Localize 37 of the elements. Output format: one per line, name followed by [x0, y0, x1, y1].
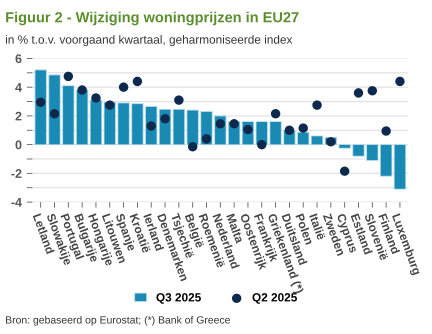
y-tick-label: 0 [16, 140, 22, 150]
point [77, 85, 87, 95]
point [354, 88, 364, 98]
legend-label: Q3 2025 [156, 293, 201, 304]
x-tick-label: Italië [309, 213, 326, 240]
point [395, 76, 405, 86]
point [229, 119, 239, 129]
point [340, 166, 350, 176]
y-tick-label: 2 [15, 112, 22, 120]
point [312, 100, 322, 110]
point [132, 76, 142, 86]
point [298, 123, 308, 133]
point [64, 72, 74, 82]
point [105, 100, 115, 110]
y-tick-label: 6 [15, 54, 22, 64]
point [188, 142, 198, 152]
point [270, 109, 280, 118]
point [118, 82, 128, 92]
legend-label: Q2 2025 [252, 293, 297, 304]
point [160, 114, 170, 124]
chart-title: Figuur 2 - Wijziging woningprijzen in EU27 [6, 12, 299, 26]
point [216, 119, 226, 129]
point [174, 95, 184, 105]
text: Bron: gebaseerd op Eurostat; (*) Bank of Greece [6, 316, 230, 326]
bar [394, 144, 406, 190]
y-tick-label: -2 [11, 169, 22, 178]
point [368, 86, 378, 96]
point [91, 93, 101, 103]
point [202, 134, 212, 144]
point [284, 126, 294, 136]
chart-subtitle: in % t.o.v. voorgaand kwartaal, geharmoniseerde index [6, 35, 292, 46]
y-tick-label: -4 [11, 198, 22, 207]
point [50, 109, 60, 118]
point [257, 140, 267, 150]
point [36, 98, 46, 107]
point [381, 126, 391, 136]
y-tick-label: 4 [15, 83, 22, 92]
